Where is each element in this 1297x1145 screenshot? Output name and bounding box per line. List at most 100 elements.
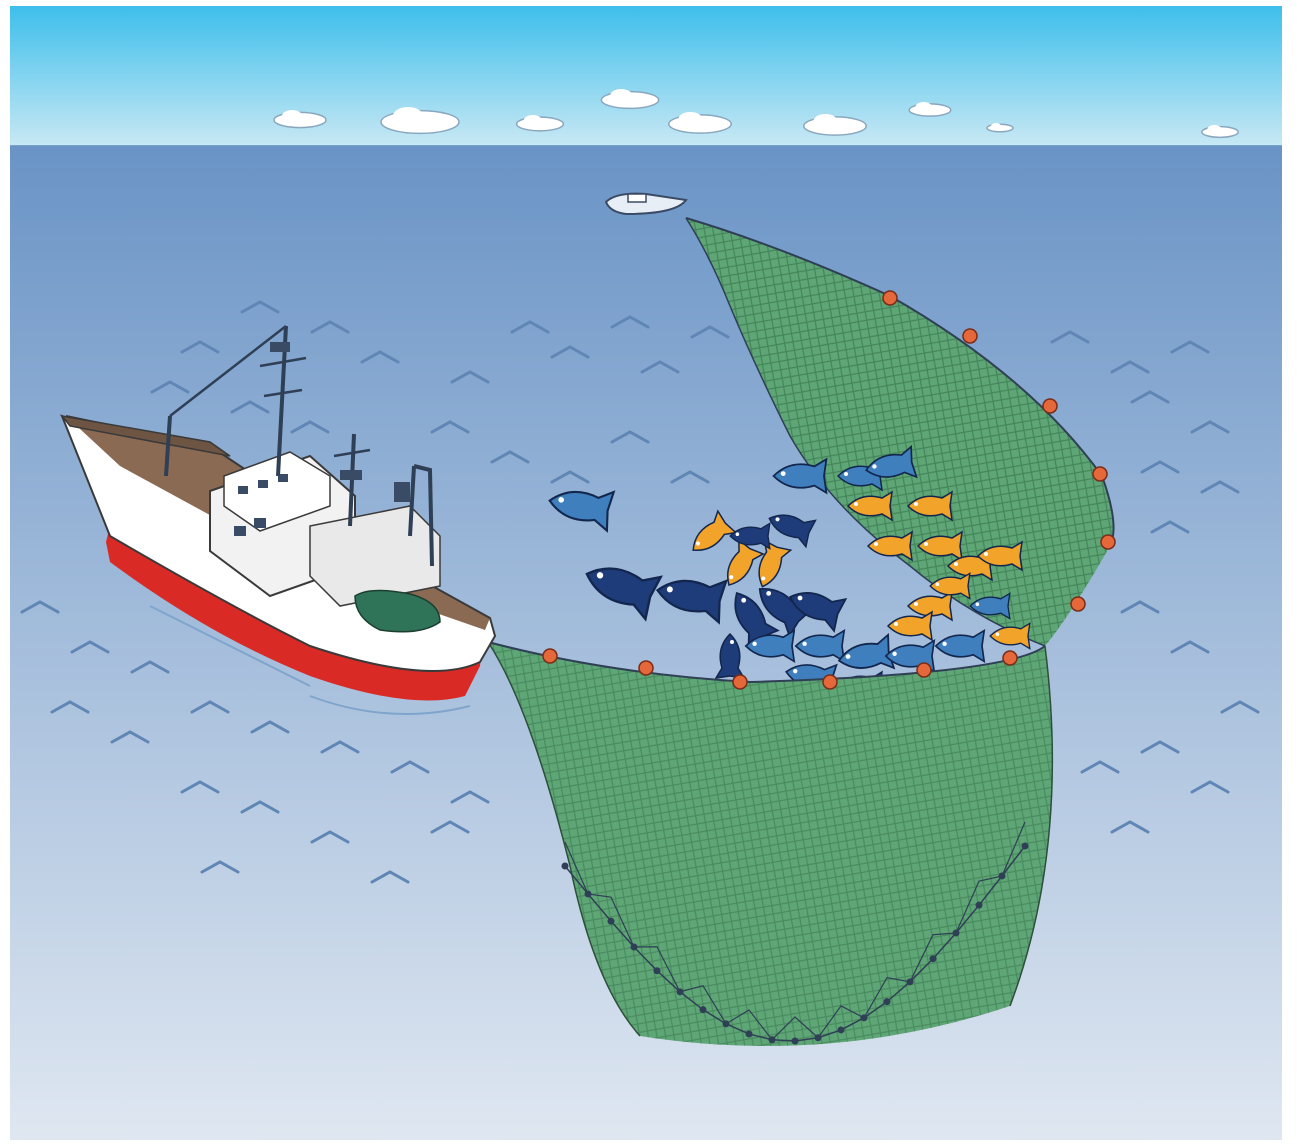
float-line xyxy=(542,290,1116,690)
wave-mark-icon xyxy=(240,800,280,814)
fish-school xyxy=(548,444,1031,702)
wave-mark-icon xyxy=(1190,420,1230,434)
wave-mark-icon xyxy=(250,720,290,734)
purse-line-rings xyxy=(561,821,1029,1045)
fish-icon xyxy=(886,610,933,642)
fish-icon xyxy=(976,540,1023,572)
wave-mark-icon xyxy=(360,350,400,364)
fish-icon xyxy=(729,522,771,550)
wave-mark-icon xyxy=(50,700,90,714)
wave-mark-icon xyxy=(690,325,730,339)
wave-mark-icon xyxy=(240,300,280,314)
cloud-icon xyxy=(600,89,660,110)
float-icon xyxy=(1100,534,1116,550)
fish-icon xyxy=(989,622,1031,650)
wave-mark-icon xyxy=(70,640,110,654)
float-icon xyxy=(732,674,748,690)
float-icon xyxy=(638,660,654,676)
fish-icon xyxy=(655,579,728,625)
cloud-icon xyxy=(1201,125,1239,139)
wave-mark-icon xyxy=(200,860,240,874)
wave-mark-icon xyxy=(290,420,330,434)
fish-icon xyxy=(548,490,616,533)
wave-marks xyxy=(20,300,1260,894)
fish-icon xyxy=(837,632,896,670)
wave-mark-icon xyxy=(550,345,590,359)
wave-mark-icon xyxy=(1050,330,1090,344)
float-icon xyxy=(822,674,838,690)
wave-mark-icon xyxy=(110,730,150,744)
fish-icon xyxy=(714,632,746,679)
wave-mark-icon xyxy=(20,600,60,614)
clouds xyxy=(273,89,1239,139)
cloud-icon xyxy=(908,102,952,117)
wave-mark-icon xyxy=(310,320,350,334)
purse-seine-illustration xyxy=(10,6,1282,1140)
cloud-icon xyxy=(668,112,732,134)
float-icon xyxy=(1092,466,1108,482)
float-icon xyxy=(962,328,978,344)
wave-mark-icon xyxy=(430,420,470,434)
wave-mark-icon xyxy=(370,870,410,884)
wave-mark-icon xyxy=(610,430,650,444)
fish-icon xyxy=(692,509,738,552)
purse-seiner-vessel-icon xyxy=(60,325,497,715)
cloud-icon xyxy=(986,123,1014,133)
wave-mark-icon xyxy=(1200,480,1240,494)
wave-mark-icon xyxy=(1110,360,1150,374)
float-icon xyxy=(916,662,932,678)
fish-icon xyxy=(846,490,893,522)
fish-icon xyxy=(768,514,817,549)
float-icon xyxy=(1002,650,1018,666)
fish-icon xyxy=(788,592,848,633)
sky xyxy=(10,6,1282,146)
wave-mark-icon xyxy=(310,830,350,844)
cloud-icon xyxy=(515,115,565,132)
net-near-wall xyxy=(487,641,1054,1046)
fish-icon xyxy=(758,539,793,588)
wave-mark-icon xyxy=(1080,760,1120,774)
wave-mark-icon xyxy=(1140,460,1180,474)
fish-icon xyxy=(758,587,814,638)
wave-mark-icon xyxy=(550,470,590,484)
fish-icon xyxy=(866,530,913,562)
fish-icon xyxy=(916,530,963,562)
wave-mark-icon xyxy=(1170,640,1210,654)
wave-mark-icon xyxy=(390,760,430,774)
wave-mark-icon xyxy=(320,740,360,754)
fish-icon xyxy=(794,629,846,663)
wave-mark-icon xyxy=(130,660,170,674)
wave-mark-icon xyxy=(450,790,490,804)
skiff-boat-icon xyxy=(604,192,688,216)
fish-icon xyxy=(772,457,828,495)
cloud-icon xyxy=(273,110,327,129)
wave-mark-icon xyxy=(190,700,230,714)
wave-mark-icon xyxy=(1220,700,1260,714)
float-icon xyxy=(1070,596,1086,612)
wave-mark-icon xyxy=(1140,740,1180,754)
float-icon xyxy=(1042,398,1058,414)
fish-icon xyxy=(906,490,953,522)
fish-icon xyxy=(726,538,765,586)
fish-icon xyxy=(744,629,796,663)
fish-icon xyxy=(969,592,1011,620)
wave-mark-icon xyxy=(1190,780,1230,794)
cloud-icon xyxy=(380,107,460,135)
fish-icon xyxy=(585,567,663,622)
wave-mark-icon xyxy=(180,340,220,354)
fish-icon xyxy=(934,629,986,663)
wave-mark-icon xyxy=(1170,340,1210,354)
cloud-icon xyxy=(803,114,867,136)
float-icon xyxy=(542,648,558,664)
fish-icon xyxy=(929,572,971,600)
wave-mark-icon xyxy=(1130,390,1170,404)
wave-mark-icon xyxy=(450,370,490,384)
wave-mark-icon xyxy=(1120,600,1160,614)
wave-mark-icon xyxy=(510,320,550,334)
wave-mark-icon xyxy=(610,315,650,329)
fish-icon xyxy=(906,590,953,622)
float-icon xyxy=(882,290,898,306)
wave-mark-icon xyxy=(670,470,710,484)
fish-icon xyxy=(865,444,918,479)
wave-mark-icon xyxy=(230,400,270,414)
